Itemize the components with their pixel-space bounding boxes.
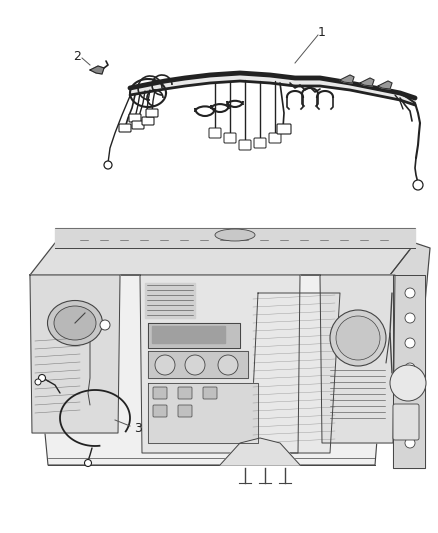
Circle shape <box>405 363 415 373</box>
FancyBboxPatch shape <box>239 140 251 150</box>
Polygon shape <box>390 243 430 468</box>
Circle shape <box>336 316 380 360</box>
Circle shape <box>330 310 386 366</box>
Polygon shape <box>378 81 392 89</box>
Polygon shape <box>30 243 55 275</box>
Circle shape <box>405 338 415 348</box>
Ellipse shape <box>47 301 102 345</box>
Polygon shape <box>90 66 104 74</box>
Polygon shape <box>30 275 390 465</box>
FancyBboxPatch shape <box>203 387 217 399</box>
FancyBboxPatch shape <box>254 138 266 148</box>
Ellipse shape <box>215 229 255 241</box>
Circle shape <box>405 288 415 298</box>
Polygon shape <box>250 293 340 453</box>
Circle shape <box>100 320 110 330</box>
FancyBboxPatch shape <box>178 387 192 399</box>
Polygon shape <box>360 78 374 86</box>
Circle shape <box>155 355 175 375</box>
Polygon shape <box>340 75 354 83</box>
Polygon shape <box>148 383 258 443</box>
Polygon shape <box>145 283 195 318</box>
Ellipse shape <box>54 306 96 340</box>
FancyBboxPatch shape <box>209 128 221 138</box>
Circle shape <box>35 379 41 385</box>
Polygon shape <box>30 243 415 275</box>
Polygon shape <box>220 438 300 465</box>
FancyBboxPatch shape <box>269 133 281 143</box>
Polygon shape <box>393 275 425 468</box>
Polygon shape <box>30 275 120 433</box>
FancyBboxPatch shape <box>132 121 144 129</box>
Circle shape <box>85 459 92 466</box>
Text: 3: 3 <box>134 422 142 434</box>
Circle shape <box>218 355 238 375</box>
Circle shape <box>185 355 205 375</box>
FancyBboxPatch shape <box>153 405 167 417</box>
Text: 1: 1 <box>318 27 326 39</box>
FancyBboxPatch shape <box>178 405 192 417</box>
Circle shape <box>405 388 415 398</box>
FancyBboxPatch shape <box>119 124 131 132</box>
FancyBboxPatch shape <box>146 109 158 117</box>
Circle shape <box>413 180 423 190</box>
FancyBboxPatch shape <box>393 404 419 440</box>
Circle shape <box>39 375 46 382</box>
Circle shape <box>405 438 415 448</box>
FancyBboxPatch shape <box>277 124 291 134</box>
FancyBboxPatch shape <box>129 114 141 122</box>
Polygon shape <box>148 323 240 348</box>
Polygon shape <box>140 275 300 453</box>
Circle shape <box>104 161 112 169</box>
Circle shape <box>405 313 415 323</box>
Polygon shape <box>55 228 415 248</box>
FancyBboxPatch shape <box>153 387 167 399</box>
FancyBboxPatch shape <box>224 133 236 143</box>
Polygon shape <box>320 275 395 443</box>
Circle shape <box>390 365 426 401</box>
Text: 2: 2 <box>73 50 81 62</box>
Polygon shape <box>152 326 225 343</box>
FancyBboxPatch shape <box>142 117 154 125</box>
Circle shape <box>405 413 415 423</box>
Polygon shape <box>148 351 248 378</box>
